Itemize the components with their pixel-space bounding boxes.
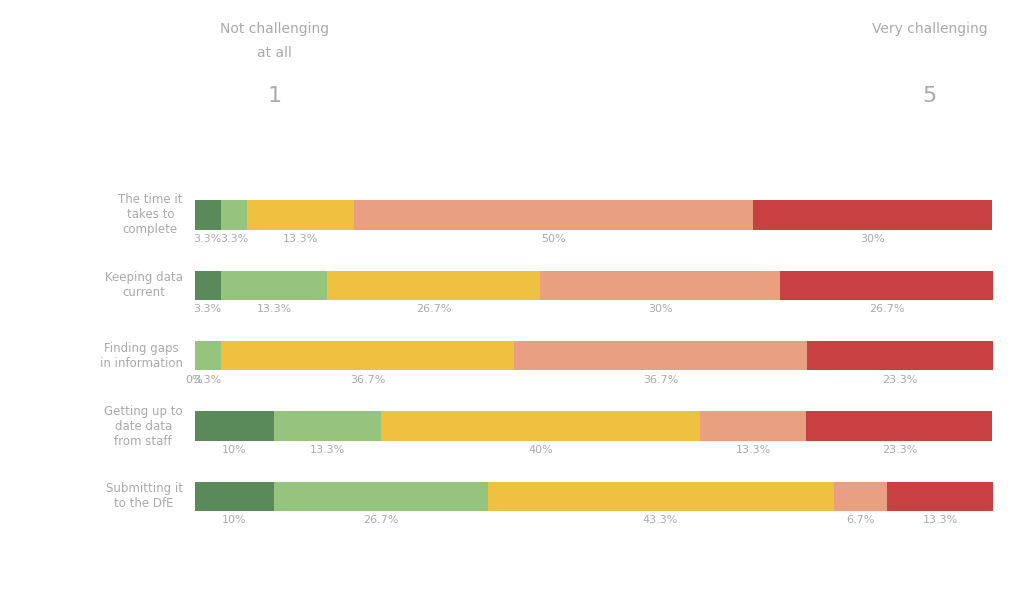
- Text: Getting up to
date data
from staff: Getting up to date data from staff: [104, 405, 182, 448]
- Bar: [780, 270, 993, 300]
- Text: Keeping data
current: Keeping data current: [104, 271, 182, 299]
- Text: 6.7%: 6.7%: [846, 515, 874, 525]
- Bar: [381, 411, 700, 441]
- Text: 23.3%: 23.3%: [883, 375, 918, 384]
- Bar: [353, 200, 753, 230]
- Bar: [195, 482, 274, 511]
- Bar: [274, 411, 381, 441]
- Text: 5: 5: [923, 86, 937, 106]
- Bar: [834, 482, 887, 511]
- Text: Finding gaps
in information: Finding gaps in information: [99, 341, 182, 370]
- Text: 13.3%: 13.3%: [256, 304, 292, 315]
- Text: 13.3%: 13.3%: [310, 445, 345, 455]
- Bar: [195, 270, 221, 300]
- Text: 50%: 50%: [541, 234, 565, 244]
- Text: Very challenging: Very challenging: [871, 21, 987, 35]
- Bar: [514, 341, 807, 371]
- Text: 13.3%: 13.3%: [283, 234, 318, 244]
- Text: 26.7%: 26.7%: [364, 515, 398, 525]
- Bar: [274, 482, 487, 511]
- Text: 30%: 30%: [648, 304, 673, 315]
- Bar: [327, 270, 541, 300]
- Bar: [195, 200, 221, 230]
- Text: Submitting it
to the DfE: Submitting it to the DfE: [105, 482, 182, 510]
- Text: 13.3%: 13.3%: [735, 445, 771, 455]
- Text: 3.3%: 3.3%: [220, 234, 248, 244]
- Bar: [221, 270, 327, 300]
- Text: 0%: 0%: [185, 375, 204, 384]
- Bar: [247, 200, 353, 230]
- Text: 36.7%: 36.7%: [643, 375, 678, 384]
- Bar: [541, 270, 780, 300]
- Bar: [753, 200, 992, 230]
- Bar: [221, 200, 247, 230]
- Text: 23.3%: 23.3%: [882, 445, 918, 455]
- Text: The time it
takes to
complete: The time it takes to complete: [118, 193, 182, 236]
- Text: at all: at all: [257, 46, 292, 60]
- Text: 26.7%: 26.7%: [416, 304, 452, 315]
- Text: 36.7%: 36.7%: [350, 375, 385, 384]
- Bar: [806, 411, 992, 441]
- Bar: [887, 482, 993, 511]
- Text: 3.3%: 3.3%: [194, 304, 222, 315]
- Text: 30%: 30%: [860, 234, 885, 244]
- Text: 13.3%: 13.3%: [923, 515, 957, 525]
- Bar: [700, 411, 806, 441]
- Text: 1: 1: [267, 86, 282, 106]
- Bar: [195, 341, 221, 371]
- Bar: [487, 482, 834, 511]
- Text: 3.3%: 3.3%: [194, 375, 222, 384]
- Bar: [221, 341, 514, 371]
- Text: 3.3%: 3.3%: [194, 234, 222, 244]
- Text: 10%: 10%: [222, 515, 247, 525]
- Text: 40%: 40%: [528, 445, 553, 455]
- Bar: [195, 411, 274, 441]
- Text: Not challenging: Not challenging: [220, 21, 329, 35]
- Bar: [807, 341, 993, 371]
- Text: 26.7%: 26.7%: [869, 304, 904, 315]
- Text: 43.3%: 43.3%: [643, 515, 678, 525]
- Text: 10%: 10%: [222, 445, 247, 455]
